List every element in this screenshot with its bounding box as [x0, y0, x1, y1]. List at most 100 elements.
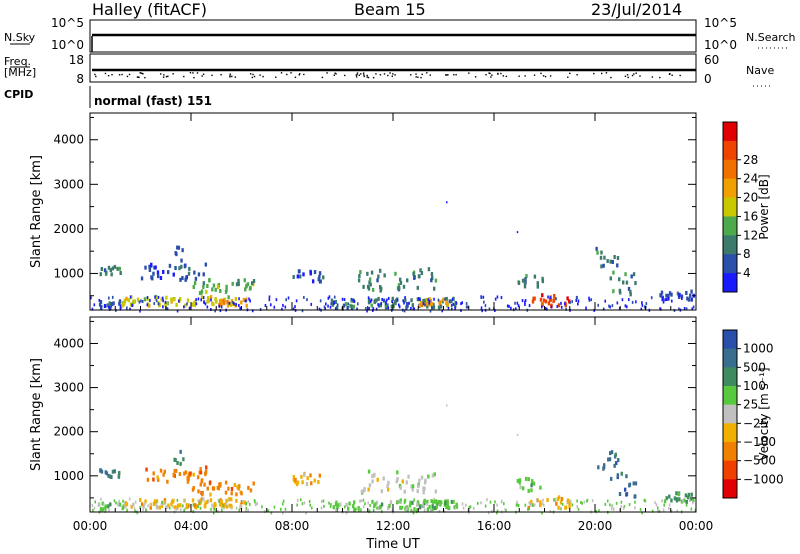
velocity-echo-cell — [101, 501, 105, 506]
nave-dot — [136, 76, 139, 78]
nave-dot — [356, 73, 358, 76]
velocity-echo-cell — [609, 476, 613, 481]
power-noise-cell — [186, 302, 188, 306]
power-noise-cell — [506, 304, 509, 308]
velocity-echo-cell — [353, 507, 356, 512]
velocity-echo-cell — [173, 505, 177, 510]
nave-dot — [234, 76, 237, 78]
velocity-colorbar-tick-label: −500 — [743, 454, 776, 468]
power-noise-cell — [585, 306, 587, 310]
velocity-echo-cell — [371, 474, 374, 479]
velocity-noise-cell — [281, 502, 284, 506]
velocity-echo-cell — [423, 501, 426, 506]
velocity-echo-cell — [431, 504, 434, 509]
power-colorbar-segment — [723, 140, 737, 161]
power-echo-cell — [250, 281, 254, 286]
velocity-echo-cell — [375, 500, 379, 505]
velocity-echo-cell — [546, 498, 549, 503]
velocity-plot-area — [90, 317, 696, 512]
velocity-echo-cell — [214, 503, 217, 508]
velocity-echo-cell — [396, 500, 399, 505]
power-noise-cell — [157, 302, 160, 306]
nave-dot — [375, 73, 377, 75]
velocity-noise-cell — [685, 503, 688, 507]
nave-dot — [485, 73, 487, 76]
velocity-echo-cell — [527, 505, 530, 510]
velocity-noise-cell — [657, 508, 659, 512]
power-echo-cell — [544, 299, 548, 304]
cpid-label: CPID — [4, 88, 34, 101]
power-noise-cell — [417, 297, 420, 301]
nave-dot — [392, 73, 394, 75]
velocity-noise-cell — [118, 499, 121, 503]
power-noise-cell — [380, 301, 383, 305]
velocity-noise-cell — [472, 506, 475, 510]
velocity-echo-cell — [171, 499, 174, 504]
velocity-echo-cell — [416, 489, 419, 494]
velocity-echo-cell — [560, 497, 564, 502]
velocity-echo-cell — [367, 487, 370, 492]
velocity-noise-cell — [184, 499, 186, 503]
power-noise-cell — [264, 304, 267, 308]
velocity-noise-cell — [577, 507, 580, 511]
power-noise-cell — [609, 305, 611, 309]
velocity-echo-cell — [376, 477, 379, 482]
velocity-echo-cell — [238, 484, 241, 489]
power-noise-cell — [218, 304, 221, 308]
power-noise-cell — [611, 304, 614, 308]
power-noise-cell — [268, 298, 271, 302]
power-y-axis-label: Slant Range [km] — [29, 155, 44, 268]
power-echo-cell — [416, 297, 420, 302]
velocity-noise-cell — [176, 498, 179, 502]
power-noise-cell — [328, 295, 331, 299]
power-noise-cell — [369, 300, 372, 304]
power-noise-cell — [202, 296, 205, 300]
power-noise-cell — [424, 303, 426, 307]
power-noise-cell — [616, 301, 619, 305]
power-echo-cell — [450, 299, 453, 304]
velocity-echo-cell — [516, 478, 520, 483]
velocity-echo-cell — [179, 449, 182, 454]
velocity-noise-cell — [296, 503, 298, 507]
power-echo-cell — [690, 289, 693, 294]
nave-dot — [202, 73, 205, 75]
nave-dot — [121, 73, 123, 76]
velocity-echo-cell — [380, 502, 384, 507]
velocity-echo-cell — [191, 498, 195, 503]
velocity-echo-cell — [162, 501, 165, 506]
nave-dot — [367, 76, 370, 79]
nave-dot — [138, 76, 140, 79]
velocity-echo-cell — [363, 487, 366, 492]
power-noise-cell — [521, 299, 524, 303]
power-echo-cell — [334, 300, 338, 305]
velocity-noise-cell — [561, 502, 564, 506]
power-echo-cell — [118, 266, 121, 271]
velocity-noise-cell — [161, 501, 163, 505]
nave-dot — [220, 73, 222, 76]
velocity-noise-cell — [622, 506, 625, 510]
power-noise-cell — [292, 307, 295, 311]
velocity-noise-cell — [355, 507, 357, 511]
velocity-echo-cell — [156, 477, 160, 482]
power-echo-cell — [194, 276, 198, 281]
velocity-echo-cell — [292, 475, 296, 480]
velocity-echo-cell — [435, 504, 438, 509]
velocity-noise-cell — [126, 508, 128, 512]
velocity-echo-cell — [101, 507, 105, 512]
power-noise-cell — [138, 300, 141, 304]
velocity-echo-cell — [203, 504, 207, 509]
velocity-noise-cell — [663, 503, 665, 507]
velocity-noise-cell — [676, 509, 679, 513]
velocity-echo-cell — [345, 502, 348, 507]
nave-dot — [128, 73, 131, 76]
nave-dot — [360, 73, 362, 75]
velocity-noise-cell — [615, 501, 618, 505]
velocity-echo-cell — [420, 475, 424, 480]
velocity-echo-cell — [199, 467, 202, 472]
nave-dot — [601, 72, 603, 75]
velocity-noise-cell — [213, 507, 216, 511]
power-noise-cell — [450, 304, 453, 308]
power-plot-area — [90, 113, 696, 310]
power-echo-cell — [596, 250, 599, 255]
velocity-echo-cell — [539, 500, 542, 505]
